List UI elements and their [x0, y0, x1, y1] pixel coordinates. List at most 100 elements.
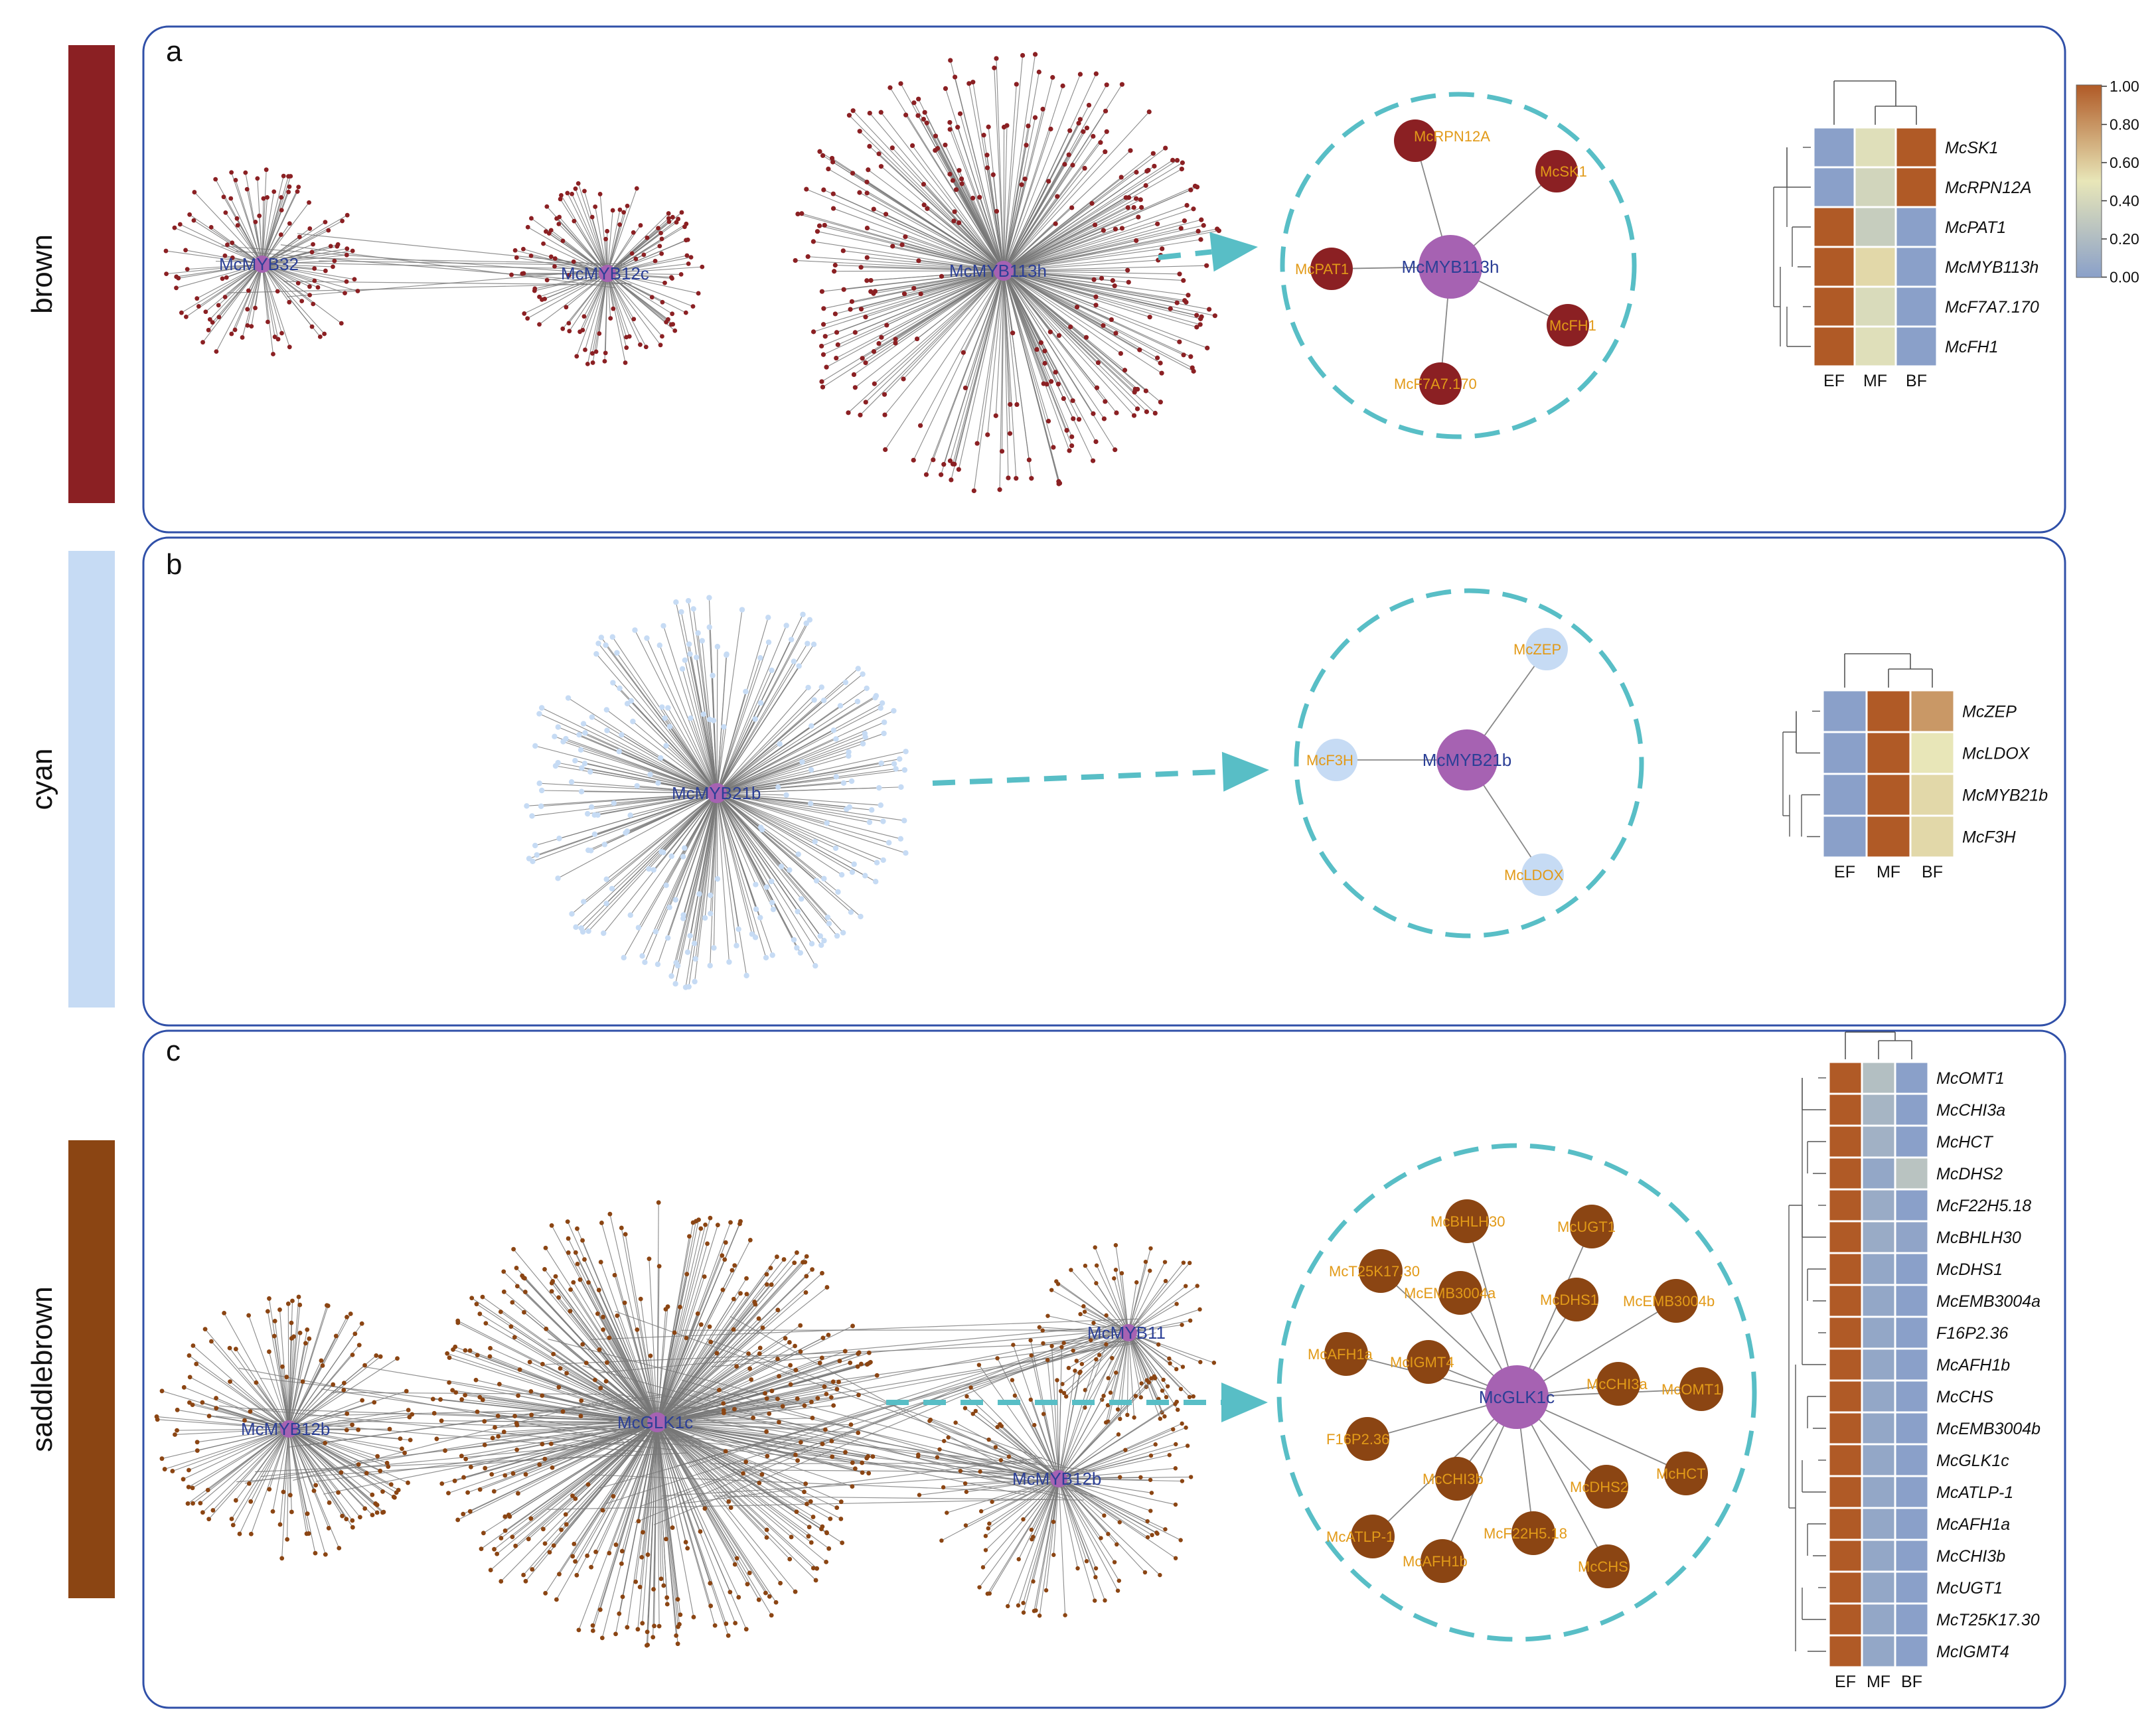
- gene-node: [850, 1323, 855, 1329]
- gene-node: [744, 1276, 749, 1281]
- edge: [1095, 1247, 1129, 1333]
- edge: [921, 270, 1004, 295]
- gene-node: [848, 1360, 853, 1365]
- edge: [591, 1422, 658, 1568]
- edge: [656, 1422, 736, 1623]
- heatmap-cell: [1894, 1188, 1930, 1223]
- edge: [555, 258, 608, 274]
- gene-node: [872, 879, 879, 885]
- edge: [272, 1428, 289, 1512]
- gene-node: [1014, 402, 1020, 408]
- edge: [697, 1337, 1146, 1400]
- gene-node: [994, 208, 1000, 214]
- gene-node: [588, 804, 595, 810]
- heatmap-cell: [1861, 1602, 1896, 1637]
- gene-node: [817, 1361, 822, 1365]
- edge: [955, 76, 1004, 271]
- edge: [656, 1422, 823, 1445]
- satellite-label: McRPN12A: [1414, 128, 1490, 145]
- edge: [262, 263, 274, 354]
- edge: [656, 1326, 710, 1423]
- gene-node: [1174, 157, 1180, 163]
- gene-node: [1131, 204, 1136, 210]
- gene-node: [838, 1517, 844, 1521]
- gene-node: [407, 1414, 412, 1420]
- row-dendrogram: [1773, 147, 1811, 347]
- edge: [943, 1478, 1059, 1488]
- gene-node: [634, 186, 639, 191]
- gene-node: [1110, 278, 1115, 283]
- gene-node: [1083, 1263, 1088, 1268]
- gene-node: [726, 1499, 732, 1504]
- edge: [607, 263, 689, 274]
- gene-node: [434, 1436, 439, 1442]
- gene-node: [686, 641, 692, 647]
- gene-node: [516, 1491, 520, 1496]
- edge: [825, 270, 1004, 337]
- edge: [903, 270, 1004, 380]
- gene-node: [685, 1546, 690, 1551]
- gene-node: [194, 1448, 200, 1453]
- gene-node: [186, 1485, 191, 1489]
- edge: [1003, 270, 1150, 318]
- gene-node: [233, 177, 238, 183]
- edge: [688, 601, 718, 794]
- satellite-node: [1679, 1367, 1723, 1411]
- gene-node: [799, 211, 805, 216]
- gene-node: [830, 206, 836, 211]
- gene-node: [370, 1492, 375, 1497]
- edge: [522, 1275, 658, 1423]
- edge: [1058, 1434, 1119, 1479]
- edge: [965, 1478, 1059, 1526]
- gene-node: [339, 321, 344, 326]
- edge: [656, 1353, 749, 1423]
- gene-node: [690, 304, 696, 309]
- edge: [716, 792, 767, 958]
- gene-node: [230, 240, 235, 246]
- gene-node: [724, 651, 730, 657]
- gene-node: [537, 322, 542, 327]
- gene-node: [542, 1456, 548, 1461]
- edge: [716, 792, 878, 863]
- edge: [656, 1255, 723, 1423]
- edge: [224, 1313, 289, 1430]
- gene-node: [692, 978, 698, 985]
- edge: [1003, 270, 1011, 405]
- gene-node: [1184, 1425, 1188, 1430]
- gene-node: [550, 1279, 556, 1284]
- gene-node: [1106, 1532, 1111, 1536]
- gene-node: [596, 1288, 601, 1293]
- gene-node: [1093, 294, 1099, 299]
- gene-node: [858, 265, 864, 270]
- gene-node: [864, 1456, 870, 1461]
- gene-node: [248, 1531, 254, 1536]
- gene-node: [675, 1641, 680, 1647]
- edge: [1003, 270, 1059, 482]
- gene-node: [603, 350, 608, 356]
- edge: [637, 1422, 658, 1629]
- gene-node: [388, 1482, 394, 1487]
- edge: [607, 209, 621, 274]
- edge: [1003, 270, 1215, 317]
- gene-node: [586, 1280, 591, 1285]
- edge: [188, 1428, 289, 1487]
- edge: [656, 1422, 763, 1475]
- gene-node: [655, 780, 661, 786]
- edge: [566, 273, 608, 308]
- edge: [555, 1276, 658, 1423]
- gene-node: [575, 1226, 579, 1231]
- gene-node: [1014, 476, 1019, 481]
- gene-label: McGLK1c: [1936, 1452, 2009, 1470]
- gene-node: [805, 254, 810, 260]
- gene-node: [563, 735, 569, 742]
- gene-node: [708, 1215, 713, 1221]
- gene-node: [350, 1422, 354, 1428]
- gene-node: [703, 1222, 708, 1227]
- heatmap-cell: [1853, 325, 1897, 368]
- gene-node: [1051, 1552, 1056, 1557]
- edge: [1051, 1346, 1059, 1479]
- edge: [617, 1315, 658, 1423]
- gene-node: [820, 384, 826, 390]
- gene-node: [970, 1411, 975, 1416]
- gene-node: [1093, 1598, 1097, 1603]
